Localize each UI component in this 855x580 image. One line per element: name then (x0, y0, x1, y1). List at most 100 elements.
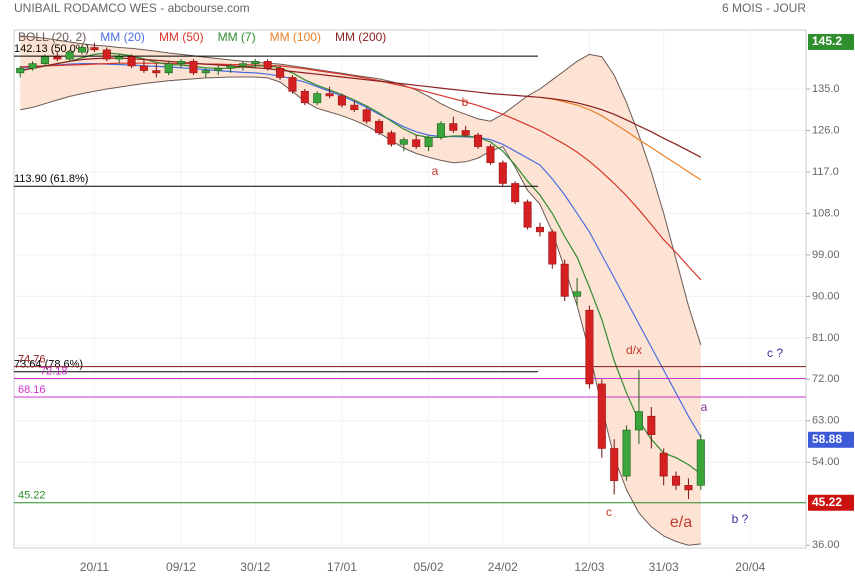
candle-body (102, 49, 111, 60)
candle-body (28, 63, 37, 69)
moving-average-line (539, 96, 702, 181)
candle-body (486, 146, 495, 164)
legend-entry: MM (200) (335, 30, 386, 44)
candle-body (498, 162, 507, 184)
wave-annotation: a (701, 400, 708, 414)
candle-body (424, 137, 433, 147)
candle-body (276, 67, 285, 78)
candle-body (560, 263, 569, 297)
wave-annotation: c ? (767, 346, 783, 360)
candle-body (474, 134, 483, 147)
level-label: 73.64 (78.6%) (14, 359, 83, 371)
legend-entry: MM (20) (100, 30, 145, 44)
y-tick-label: 126.0 (812, 124, 840, 136)
legend-entry: MM (7) (218, 30, 256, 44)
chart-title: UNIBAIL RODAMCO WES - abcbourse.com (14, 1, 250, 15)
y-tick-label: 135.0 (812, 83, 840, 95)
x-tick-label: 17/01 (327, 560, 357, 574)
wave-annotation: c (606, 505, 612, 519)
plot-frame (13, 29, 807, 549)
legend-entry: BOLL (20, 2) (18, 30, 86, 44)
x-tick-label: 24/02 (488, 560, 518, 574)
y-tick-label: 90.00 (812, 290, 840, 302)
candle-body (548, 231, 557, 265)
candle-body (288, 77, 297, 92)
candle-body (610, 448, 619, 482)
y-tick-label: 63.00 (812, 415, 840, 427)
candle-body (53, 56, 62, 60)
y-tick-label: 81.00 (812, 332, 840, 344)
candle-body (115, 56, 124, 60)
y-tick-label: 117.0 (812, 166, 839, 178)
candle-body (164, 63, 173, 74)
y-tick-label: 36.00 (812, 539, 840, 551)
candle-body (90, 47, 99, 51)
price-label: 145.2 (812, 34, 842, 48)
candle-body (152, 70, 161, 74)
wave-annotation: d/x (626, 343, 642, 357)
candle-body (573, 291, 582, 297)
y-tick-label: 54.00 (812, 456, 840, 468)
candle-body (523, 201, 532, 228)
x-tick-label: 30/12 (240, 560, 270, 574)
y-tick-label: 108.0 (812, 207, 840, 219)
price-label: 58.88 (812, 432, 842, 446)
candle-body (535, 226, 544, 233)
x-tick-label: 20/11 (80, 560, 109, 574)
candle-body (16, 67, 25, 74)
candle-body (511, 183, 520, 203)
candle-body (226, 65, 235, 69)
candle-body (177, 61, 186, 64)
candle-body (251, 61, 260, 64)
candle-body (449, 123, 458, 131)
legend-entry: MM (100) (270, 30, 321, 44)
candle-body (634, 411, 643, 431)
wave-annotation: b ? (732, 512, 749, 526)
x-tick-label: 05/02 (414, 560, 444, 574)
candle-body (139, 65, 148, 71)
candle-body (313, 93, 322, 104)
candle-body (40, 56, 49, 64)
wave-annotation: b (462, 95, 469, 109)
level-label: 74.76 (18, 354, 46, 366)
candle-body (622, 429, 631, 477)
candle-body (238, 63, 247, 67)
candle-body (300, 90, 309, 104)
price-label-box (808, 494, 854, 511)
wave-annotation: e/a (670, 514, 692, 531)
price-label-box (808, 33, 854, 50)
candle-body (597, 383, 606, 449)
x-tick-label: 31/03 (649, 560, 679, 574)
y-tick-label: 99.00 (812, 249, 840, 261)
candle-body (684, 485, 693, 491)
candle-body (127, 56, 136, 67)
wave-annotation: a (432, 164, 439, 178)
level-label: 45.22 (18, 490, 46, 502)
candle-body (399, 139, 408, 145)
chart-subtitle: 6 MOIS - JOUR (722, 1, 806, 15)
candle-body (375, 120, 384, 134)
candle-body (387, 132, 396, 145)
candle-body (647, 415, 656, 435)
candle-body (412, 139, 421, 147)
level-label: 113.90 (61.8%) (14, 173, 88, 185)
candle-body (461, 130, 470, 136)
level-label: 142.13 (50.0%) (14, 43, 89, 55)
candle-body (325, 93, 334, 97)
legend-entry: MM (50) (159, 30, 204, 44)
x-tick-label: 20/04 (735, 560, 765, 574)
candle-body (337, 95, 346, 106)
candle-body (78, 47, 87, 53)
candle-body (436, 123, 445, 138)
candle-body (672, 475, 681, 486)
candle-body (201, 70, 210, 74)
price-label-box (808, 431, 854, 448)
candle-body (65, 51, 74, 60)
candle-body (214, 67, 223, 71)
x-tick-label: 12/03 (574, 560, 604, 574)
candle-body (362, 109, 371, 122)
level-label: 68.16 (18, 384, 46, 396)
level-label: 72.18 (40, 365, 68, 377)
candle-body (659, 452, 668, 477)
